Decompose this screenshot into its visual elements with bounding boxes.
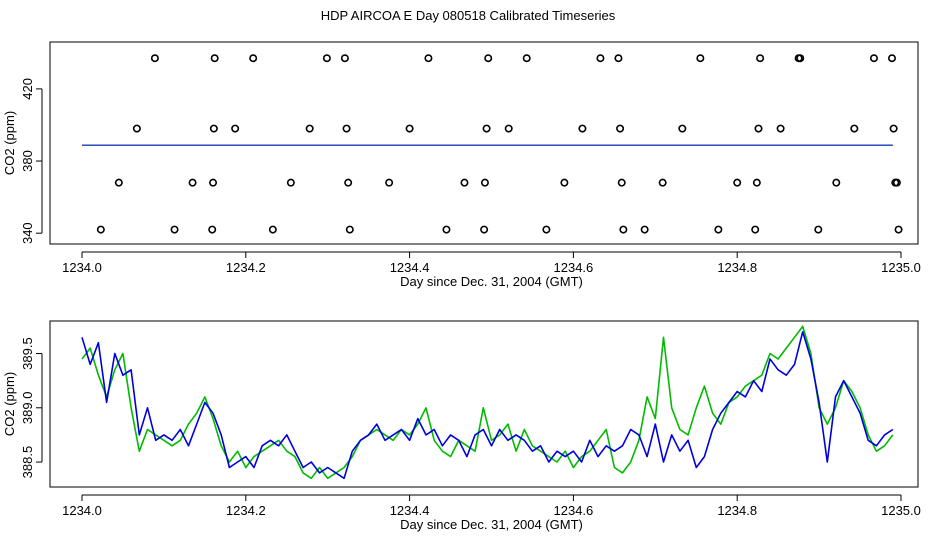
- scatter-point: [188, 178, 197, 187]
- scatter-point: [892, 178, 901, 187]
- x-tick-label: 1234.4: [390, 260, 430, 275]
- scatter-point: [170, 225, 179, 234]
- y-tick-label: 389.5: [20, 337, 35, 370]
- top-scatter-panel: 1234.0 1234.2 1234.4 1234.6 1234.8 1235.0 Day …: [2, 41, 921, 289]
- scatter-point: [96, 225, 105, 234]
- y-tick-label: 388.5: [20, 446, 35, 479]
- scatter-point: [344, 178, 353, 187]
- x-tick-label: 1234.6: [554, 503, 594, 518]
- scatter-point: [345, 225, 354, 234]
- scatter-point: [850, 124, 859, 133]
- scatter-point: [208, 225, 217, 234]
- plot-frame: [49, 320, 919, 488]
- scatter-point: [832, 178, 841, 187]
- scatter-point: [596, 54, 605, 63]
- scatter-point: [776, 124, 785, 133]
- scatter-point: [889, 124, 898, 133]
- x-tick-label: 1234.4: [390, 503, 430, 518]
- y-tick-label: 389.0: [20, 392, 35, 425]
- y-axis-title: CO2 (ppm): [2, 111, 17, 175]
- scatter-point: [132, 124, 141, 133]
- y-axis-title: CO2 (ppm): [2, 372, 17, 436]
- scatter-point: [150, 54, 159, 63]
- scatter-point: [405, 124, 414, 133]
- x-tick-label: 1234.0: [62, 503, 102, 518]
- green-series-line: [81, 325, 894, 480]
- y-tick-label: 380: [20, 150, 35, 172]
- scatter-point: [484, 54, 493, 63]
- scatter-point: [752, 178, 761, 187]
- scatter-point: [887, 54, 896, 63]
- scatter-point: [678, 124, 687, 133]
- x-tick-label: 1235.0: [881, 260, 921, 275]
- x-tick-label: 1234.8: [717, 503, 757, 518]
- x-tick-label: 1234.6: [554, 260, 594, 275]
- scatter-point: [268, 225, 277, 234]
- chart-title: HDP AIRCOA E Day 080518 Calibrated Times…: [320, 8, 616, 23]
- scatter-point: [210, 54, 219, 63]
- scatter-point: [751, 225, 760, 234]
- scatter-point: [869, 54, 878, 63]
- scatter-point: [796, 54, 805, 63]
- scatter-point: [114, 178, 123, 187]
- scatter-point: [614, 54, 623, 63]
- scatter-point: [696, 54, 705, 63]
- scatter-point: [560, 178, 569, 187]
- scatter-point: [616, 124, 625, 133]
- scatter-point: [480, 178, 489, 187]
- scatter-point: [442, 225, 451, 234]
- scatter-point: [522, 54, 531, 63]
- scatter-point: [286, 178, 295, 187]
- scatter-point: [385, 178, 394, 187]
- blue-series-line: [81, 330, 894, 480]
- scatter-point: [231, 124, 240, 133]
- scatter-point: [480, 225, 489, 234]
- x-tick-label: 1234.0: [62, 260, 102, 275]
- plot-frame: [49, 41, 919, 245]
- x-tick-label: 1234.8: [717, 260, 757, 275]
- scatter-point: [209, 124, 218, 133]
- y-tick-label: 420: [20, 78, 35, 100]
- bottom-line-panel: 1234.0 1234.2 1234.4 1234.6 1234.8 1235.0 Day …: [2, 320, 921, 532]
- scatter-point: [322, 54, 331, 63]
- scatter-point: [894, 225, 903, 234]
- scatter-point: [714, 225, 723, 234]
- scatter-point: [542, 225, 551, 234]
- scatter-point: [482, 124, 491, 133]
- scatter-point: [617, 178, 626, 187]
- scatter-point: [578, 124, 587, 133]
- scatter-point: [249, 54, 258, 63]
- scatter-point: [209, 178, 218, 187]
- scatter-point: [756, 54, 765, 63]
- scatter-point: [424, 54, 433, 63]
- scatter-point: [814, 225, 823, 234]
- scatter-point: [504, 124, 513, 133]
- scatter-point: [305, 124, 314, 133]
- scatter-point: [460, 178, 469, 187]
- y-tick-label: 340: [20, 222, 35, 244]
- scatter-point: [754, 124, 763, 133]
- x-tick-label: 1234.2: [226, 260, 266, 275]
- x-tick-label: 1234.2: [226, 503, 266, 518]
- x-axis-title: Day since Dec. 31, 2004 (GMT): [400, 517, 583, 532]
- scatter-point: [733, 178, 742, 187]
- x-axis-title: Day since Dec. 31, 2004 (GMT): [400, 274, 583, 289]
- scatter-point: [342, 124, 351, 133]
- scatter-point: [340, 54, 349, 63]
- scatter-point: [658, 178, 667, 187]
- scatter-point: [640, 225, 649, 234]
- x-tick-label: 1235.0: [881, 503, 921, 518]
- scatter-point: [619, 225, 628, 234]
